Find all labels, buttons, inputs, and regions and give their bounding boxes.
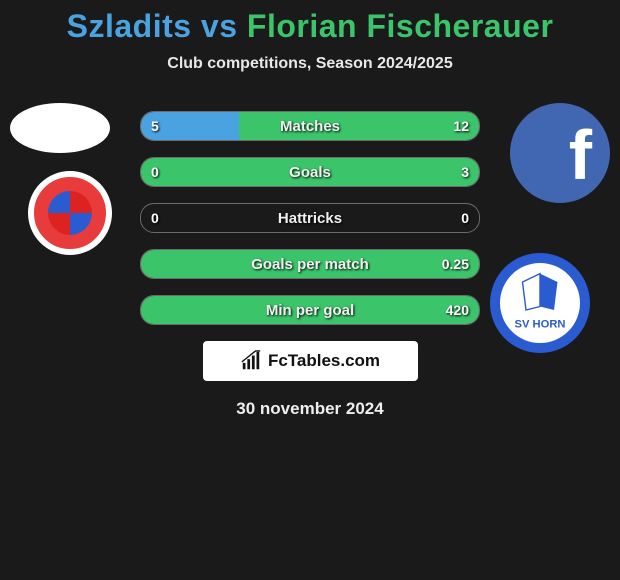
player1-name: Szladits	[67, 8, 192, 44]
chart-icon	[240, 350, 262, 372]
facebook-icon: f	[569, 115, 592, 195]
svg-text:SV HORN: SV HORN	[515, 319, 566, 331]
stat-value-right: 420	[446, 302, 469, 318]
stat-value-right: 0.25	[442, 256, 469, 272]
stat-label: Goals	[289, 164, 331, 181]
stat-row: 0 Goals 3	[140, 157, 480, 187]
stat-label: Matches	[280, 118, 340, 135]
stat-value-right: 12	[453, 118, 469, 134]
stat-value-right: 3	[461, 164, 469, 180]
subtitle: Club competitions, Season 2024/2025	[0, 55, 620, 73]
stat-fill-right	[239, 112, 479, 140]
club1-badge: РУДАР	[28, 171, 112, 255]
facebook-share[interactable]: f	[510, 103, 610, 203]
stat-label: Min per goal	[266, 302, 354, 319]
brand-text: FcTables.com	[268, 351, 380, 371]
club1-text: РУДАР	[34, 177, 106, 249]
stat-value-left: 0	[151, 164, 159, 180]
brand-link[interactable]: FcTables.com	[203, 341, 418, 381]
page-title: Szladits vs Florian Fischerauer	[0, 0, 620, 45]
vs-text: vs	[201, 8, 238, 44]
stat-row: 0 Hattricks 0	[140, 203, 480, 233]
stat-rows: 5 Matches 12 0 Goals 3 0 Hattricks 0 Goals per ma…	[140, 103, 480, 325]
club2-logo-icon: SV HORN	[505, 268, 575, 338]
stat-row: Goals per match 0.25	[140, 249, 480, 279]
stat-label: Goals per match	[251, 256, 369, 273]
comparison-panel: f РУДАР SV HORN 5 Matches 12 0 Goals 3 0 Hattri…	[0, 103, 620, 419]
stat-value-left: 5	[151, 118, 159, 134]
footer-date: 30 november 2024	[0, 399, 620, 419]
stat-row: 5 Matches 12	[140, 111, 480, 141]
stat-row: Min per goal 420	[140, 295, 480, 325]
club2-badge: SV HORN	[490, 253, 590, 353]
stat-label: Hattricks	[278, 210, 342, 227]
stat-value-left: 0	[151, 210, 159, 226]
player2-name: Florian Fischerauer	[247, 8, 553, 44]
stat-value-right: 0	[461, 210, 469, 226]
player1-avatar	[10, 103, 110, 153]
